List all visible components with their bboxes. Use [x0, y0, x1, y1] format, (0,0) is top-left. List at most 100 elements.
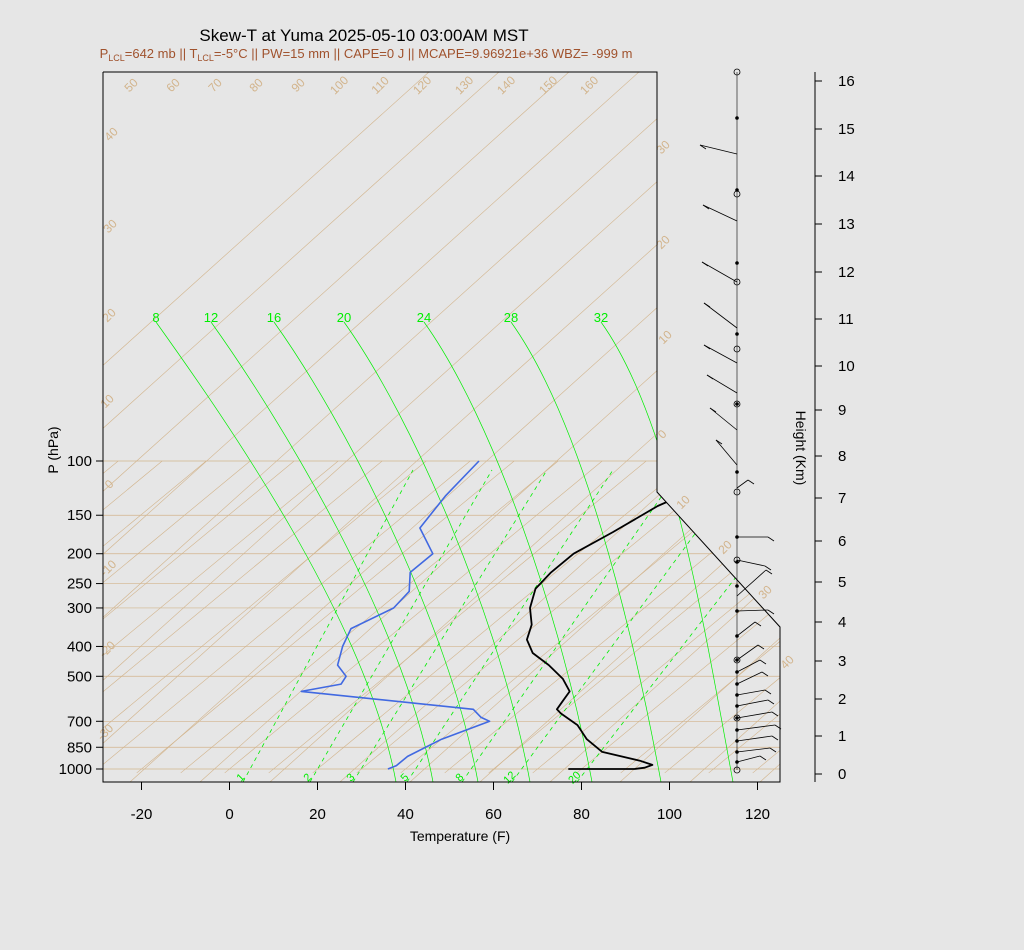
isotherm-line [356, 460, 735, 774]
wind-level-dot [735, 116, 739, 120]
dry-adiabat-line [103, 72, 751, 782]
isotherm-line [224, 460, 603, 774]
isotherm-line [841, 461, 1024, 773]
wind-barb [703, 344, 738, 364]
wind-barb [702, 204, 738, 222]
x-tick-label: 0 [225, 806, 233, 823]
wind-barb-feather [764, 565, 772, 571]
wind-barb-panel [699, 68, 782, 774]
dry-adiabat-line [479, 72, 780, 782]
wind-barb [736, 689, 766, 696]
dry-adiabat-line [970, 0, 1024, 782]
isotherm-label: 20 [715, 537, 735, 557]
wind-barb-feather [759, 755, 767, 761]
height-tick-label: 7 [838, 490, 846, 507]
moist-adiabat-line [423, 321, 593, 782]
wind-calm-circle [733, 656, 741, 664]
wind-barb [736, 621, 756, 637]
wind-barb [736, 671, 763, 685]
isotherm-label: 10 [655, 327, 675, 347]
mixing-ratio-line [406, 469, 614, 782]
x-tick-label: 60 [485, 806, 502, 823]
x-tick-label: 80 [573, 806, 590, 823]
isotherm-line [103, 460, 207, 774]
isotherm-line [136, 460, 515, 774]
dry-adiabat-line [199, 72, 780, 782]
dry-adiabat-line [549, 72, 780, 782]
isotherm-line [103, 460, 251, 774]
wind-barb [736, 609, 769, 612]
isotherm-line [929, 461, 1024, 773]
dry-adiabat-line [619, 72, 780, 782]
mixing-ratio-line [242, 469, 414, 782]
isotherm-line [973, 461, 1024, 773]
wind-barb-feather [709, 407, 717, 413]
mixing-ratio-label: 16 [267, 310, 281, 325]
wind-calm-circle [733, 488, 741, 496]
y-tick-label: 1000 [59, 761, 92, 778]
wind-barb [736, 755, 761, 763]
wind-barb-feather [706, 374, 714, 380]
isotherm-line [0, 461, 30, 773]
dry-adiabat-line [129, 72, 780, 782]
x-tick-label: 20 [309, 806, 326, 823]
moist-adiabat-line [210, 321, 434, 782]
isotherm-line [268, 460, 647, 774]
isotherm-line [180, 460, 559, 774]
mixing-ratio-label: 24 [417, 310, 431, 325]
dry-adiabat-line [103, 72, 780, 782]
isotherm-line [620, 460, 780, 774]
isotherm-line [103, 460, 383, 774]
dry-adiabat-line [339, 72, 780, 782]
height-tick-label: 13 [838, 216, 855, 233]
wind-barb-feather [703, 344, 711, 350]
dewpoint-line [300, 460, 491, 770]
wind-barb-feather [757, 644, 765, 650]
wind-calm-circle [733, 345, 741, 353]
height-tick-label: 5 [838, 574, 846, 591]
y-tick-label: 250 [67, 576, 92, 593]
height-tick-label: 4 [838, 614, 846, 631]
y-tick-label: 150 [67, 507, 92, 524]
isotherm-label: 30 [755, 582, 775, 602]
height-tick-label: 0 [838, 766, 846, 783]
y-tick-label: 100 [67, 453, 92, 470]
wind-barb-feather [702, 204, 710, 210]
x-tick-label: 100 [657, 806, 682, 823]
wind-level-dot [735, 332, 739, 336]
wind-calm-circle [733, 766, 741, 774]
isotherm-line [664, 460, 780, 774]
wind-barb [736, 569, 767, 597]
wind-barb-feather [754, 621, 762, 627]
wind-barb-feather [747, 479, 755, 485]
isotherm-line [1017, 461, 1024, 773]
dry-adiabat-line [830, 0, 1024, 782]
wind-barb-feather [767, 699, 775, 705]
y-tick-label: 400 [67, 638, 92, 655]
isotherm-label: 10 [673, 492, 693, 512]
y-tick-label: 700 [67, 713, 92, 730]
moist-adiabat-line [155, 321, 397, 782]
isotherm-line [103, 460, 295, 774]
wind-barb-feather [771, 711, 779, 717]
wind-barb-feather [769, 747, 777, 753]
isotherm-line [708, 460, 780, 774]
mixing-ratio-label: 8 [152, 310, 159, 325]
dry-adiabat-line [409, 72, 780, 782]
x-tick-label: -20 [131, 806, 153, 823]
wind-calm-circle [733, 190, 741, 198]
wind-barb [736, 644, 759, 661]
y-tick-label: 850 [67, 739, 92, 756]
isotherm-line [0, 461, 74, 773]
wind-barb-feather [771, 735, 779, 741]
wind-barb-feather [764, 689, 772, 695]
wind-barb [715, 439, 738, 466]
wind-barb [699, 144, 738, 155]
height-tick-label: 2 [838, 691, 846, 708]
wind-barb [703, 302, 738, 329]
mixing-ratio-label: 32 [594, 310, 608, 325]
isotherm-line [103, 460, 427, 774]
height-tick-label: 3 [838, 653, 846, 670]
height-tick-label: 9 [838, 402, 846, 419]
